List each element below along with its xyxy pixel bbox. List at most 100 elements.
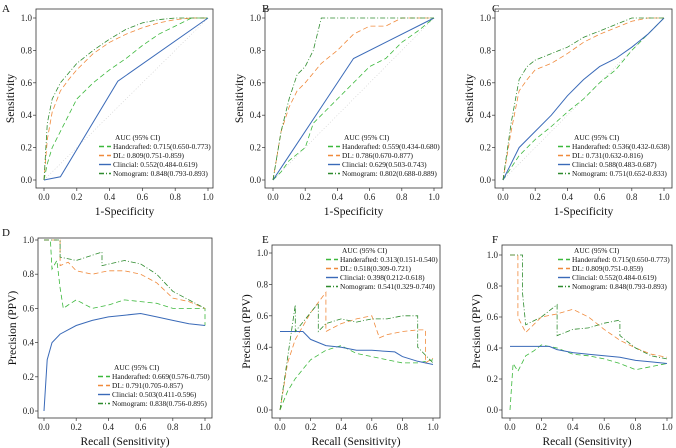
legend-entry: DL: 0.809(0.751-0.859) [572, 264, 644, 273]
y-tick-label: 0.0 [487, 405, 499, 415]
legend-entry: DL: 0.731(0.632-0.816) [572, 151, 644, 160]
x-tick-label: 0.0 [504, 422, 516, 432]
legend-entry: Clincial: 0.552(0.484-0.619) [572, 273, 657, 282]
y-tick-label: 0.8 [480, 45, 492, 55]
y-axis-label: Precision (PPV) [241, 294, 253, 369]
series-line-clinical [272, 17, 435, 181]
x-tick-label: 0.2 [536, 422, 547, 432]
plot-frame [35, 8, 214, 189]
x-tick-label: 0.4 [104, 192, 116, 202]
legend-title: AUC (95% CI) [574, 246, 620, 255]
series-line-nomogram [502, 17, 664, 181]
y-tick-label: 0.4 [257, 342, 269, 352]
legend-entry: Nomogram: 0.848(0.793-0.893) [572, 282, 667, 291]
y-tick-label: 0.0 [23, 406, 35, 416]
x-tick-label: 0.0 [267, 192, 279, 202]
y-axis-label: Sensitivity [464, 74, 476, 123]
series-line-dl [43, 17, 208, 181]
x-tick-label: 0.8 [397, 422, 409, 432]
legend-title: AUC (95% CI) [574, 133, 620, 142]
legend-title: AUC (95% CI) [344, 133, 390, 142]
chance-diagonal [272, 17, 435, 181]
series-line-nomogram [510, 254, 668, 360]
y-tick-label: 1.0 [257, 248, 269, 258]
panel-label: F [492, 234, 498, 246]
x-tick-label: 0.4 [103, 422, 115, 432]
legend-entry: Nomogram: 0.802(0.688-0.889) [342, 169, 437, 178]
x-tick-label: 0.6 [366, 422, 378, 432]
x-tick-label: 0.8 [630, 422, 642, 432]
plot-frame [37, 237, 213, 419]
legend-entry: Clincial: 0.629(0.503-0.743) [342, 160, 427, 169]
x-axis-label: Recall (Sensitivity) [311, 436, 400, 448]
panel-F: F 0.0 0.2 0.4 0.6 0.8 1.0 0.0 0.2 0.4 0.6 0.8 1.0 Rec… [471, 234, 673, 448]
legend-entry: Handerafted: 0.715(0.650-0.773) [572, 255, 670, 264]
y-tick-label: 0.4 [480, 110, 492, 120]
y-tick-label: 0.6 [480, 78, 492, 88]
y-tick-label: 0.8 [21, 45, 33, 55]
y-tick-label: 0.8 [487, 281, 499, 291]
plot-frame [264, 8, 443, 189]
y-tick-label: 0.6 [21, 78, 33, 88]
panel-A: A 0.0 0.2 0.4 0.6 0.8 1.0 0.0 0.2 0.4 0.6 0.8 1.0 1-S… [2, 3, 214, 218]
x-tick-label: 0.6 [594, 192, 606, 202]
x-tick-label: 1.0 [658, 192, 670, 202]
legend-entry: Clincial: 0.552(0.484-0.619) [113, 160, 198, 169]
y-tick-label: 1.0 [21, 13, 33, 23]
legend-entry: Handerafted: 0.669(0.576-0.750) [112, 372, 210, 381]
y-tick-label: 0.8 [257, 279, 269, 289]
x-axis-label: 1-Specificity [95, 206, 155, 218]
y-tick-label: 1.0 [250, 13, 262, 23]
series-line-handcrafted [44, 239, 206, 326]
x-tick-label: 0.6 [137, 192, 149, 202]
legend: AUC (95% CI)Handerafted: 0.536(0.432-0.6… [558, 133, 670, 178]
x-axis-label: Recall (Sensitivity) [80, 436, 169, 448]
y-tick-label: 0.0 [480, 175, 492, 185]
y-tick-label: 0.0 [21, 175, 33, 185]
plot-frame [494, 8, 673, 189]
x-tick-label: 0.6 [364, 192, 376, 202]
panel-E: E 0.0 0.2 0.4 0.6 0.8 1.0 0.0 0.2 0.4 0.6 0.8 1.0 Rec… [241, 234, 441, 448]
series-line-clinical [502, 17, 665, 181]
legend-title: AUC (95% CI) [342, 246, 388, 255]
legend-entry: Clincial: 0.503(0.411-0.596) [112, 390, 197, 399]
series-line-clinical [510, 345, 668, 364]
x-tick-label: 1.0 [661, 422, 673, 432]
legend-entry: DL: 0.786(0.670-0.877) [342, 151, 414, 160]
series-line-nomogram [272, 17, 434, 181]
panel-D: D 0.0 0.2 0.4 0.6 0.8 1.0 0.0 0.2 0.4 0.6 0.8 1.0 Rec… [2, 227, 213, 448]
legend-entry: Clincial: 0.588(0.483-0.687) [572, 160, 657, 169]
x-tick-label: 0.0 [497, 192, 509, 202]
series-line-dl [279, 291, 434, 411]
series-line-handcrafted [279, 345, 434, 411]
x-tick-label: 0.4 [567, 422, 579, 432]
series-line-dl [272, 17, 434, 181]
plot-frame [501, 244, 673, 419]
x-tick-label: 0.6 [599, 422, 611, 432]
x-tick-label: 1.0 [428, 192, 440, 202]
x-tick-label: 0.8 [170, 192, 182, 202]
legend: AUC (95% CI)Handcrafted: 0.715(0.650-0.7… [99, 133, 211, 178]
y-tick-label: 0.4 [487, 343, 499, 353]
y-tick-label: 0.2 [480, 143, 491, 153]
panel-label: E [262, 234, 269, 246]
y-tick-label: 0.0 [250, 175, 262, 185]
y-axis-label: Sensitivity [234, 74, 246, 123]
panel-label: A [2, 3, 10, 15]
legend-entry: Clincial: 0.398(0.212-0.618) [340, 273, 425, 282]
legend-title: AUC (95% CI) [115, 133, 161, 142]
x-tick-label: 0.2 [71, 192, 82, 202]
x-tick-label: 0.0 [38, 422, 50, 432]
series-line-handcrafted [502, 17, 665, 181]
y-tick-label: 0.2 [487, 374, 498, 384]
y-tick-label: 0.2 [250, 143, 261, 153]
x-tick-label: 0.2 [71, 422, 82, 432]
y-axis-label: Sensitivity [5, 74, 17, 123]
y-tick-label: 1.0 [23, 235, 35, 245]
x-tick-label: 1.0 [199, 422, 211, 432]
y-tick-label: 1.0 [487, 250, 499, 260]
legend: AUC (95% CI)Handerafted: 0.715(0.650-0.7… [558, 246, 670, 291]
series-line-clinical [43, 17, 209, 181]
panel-label: D [2, 227, 10, 239]
